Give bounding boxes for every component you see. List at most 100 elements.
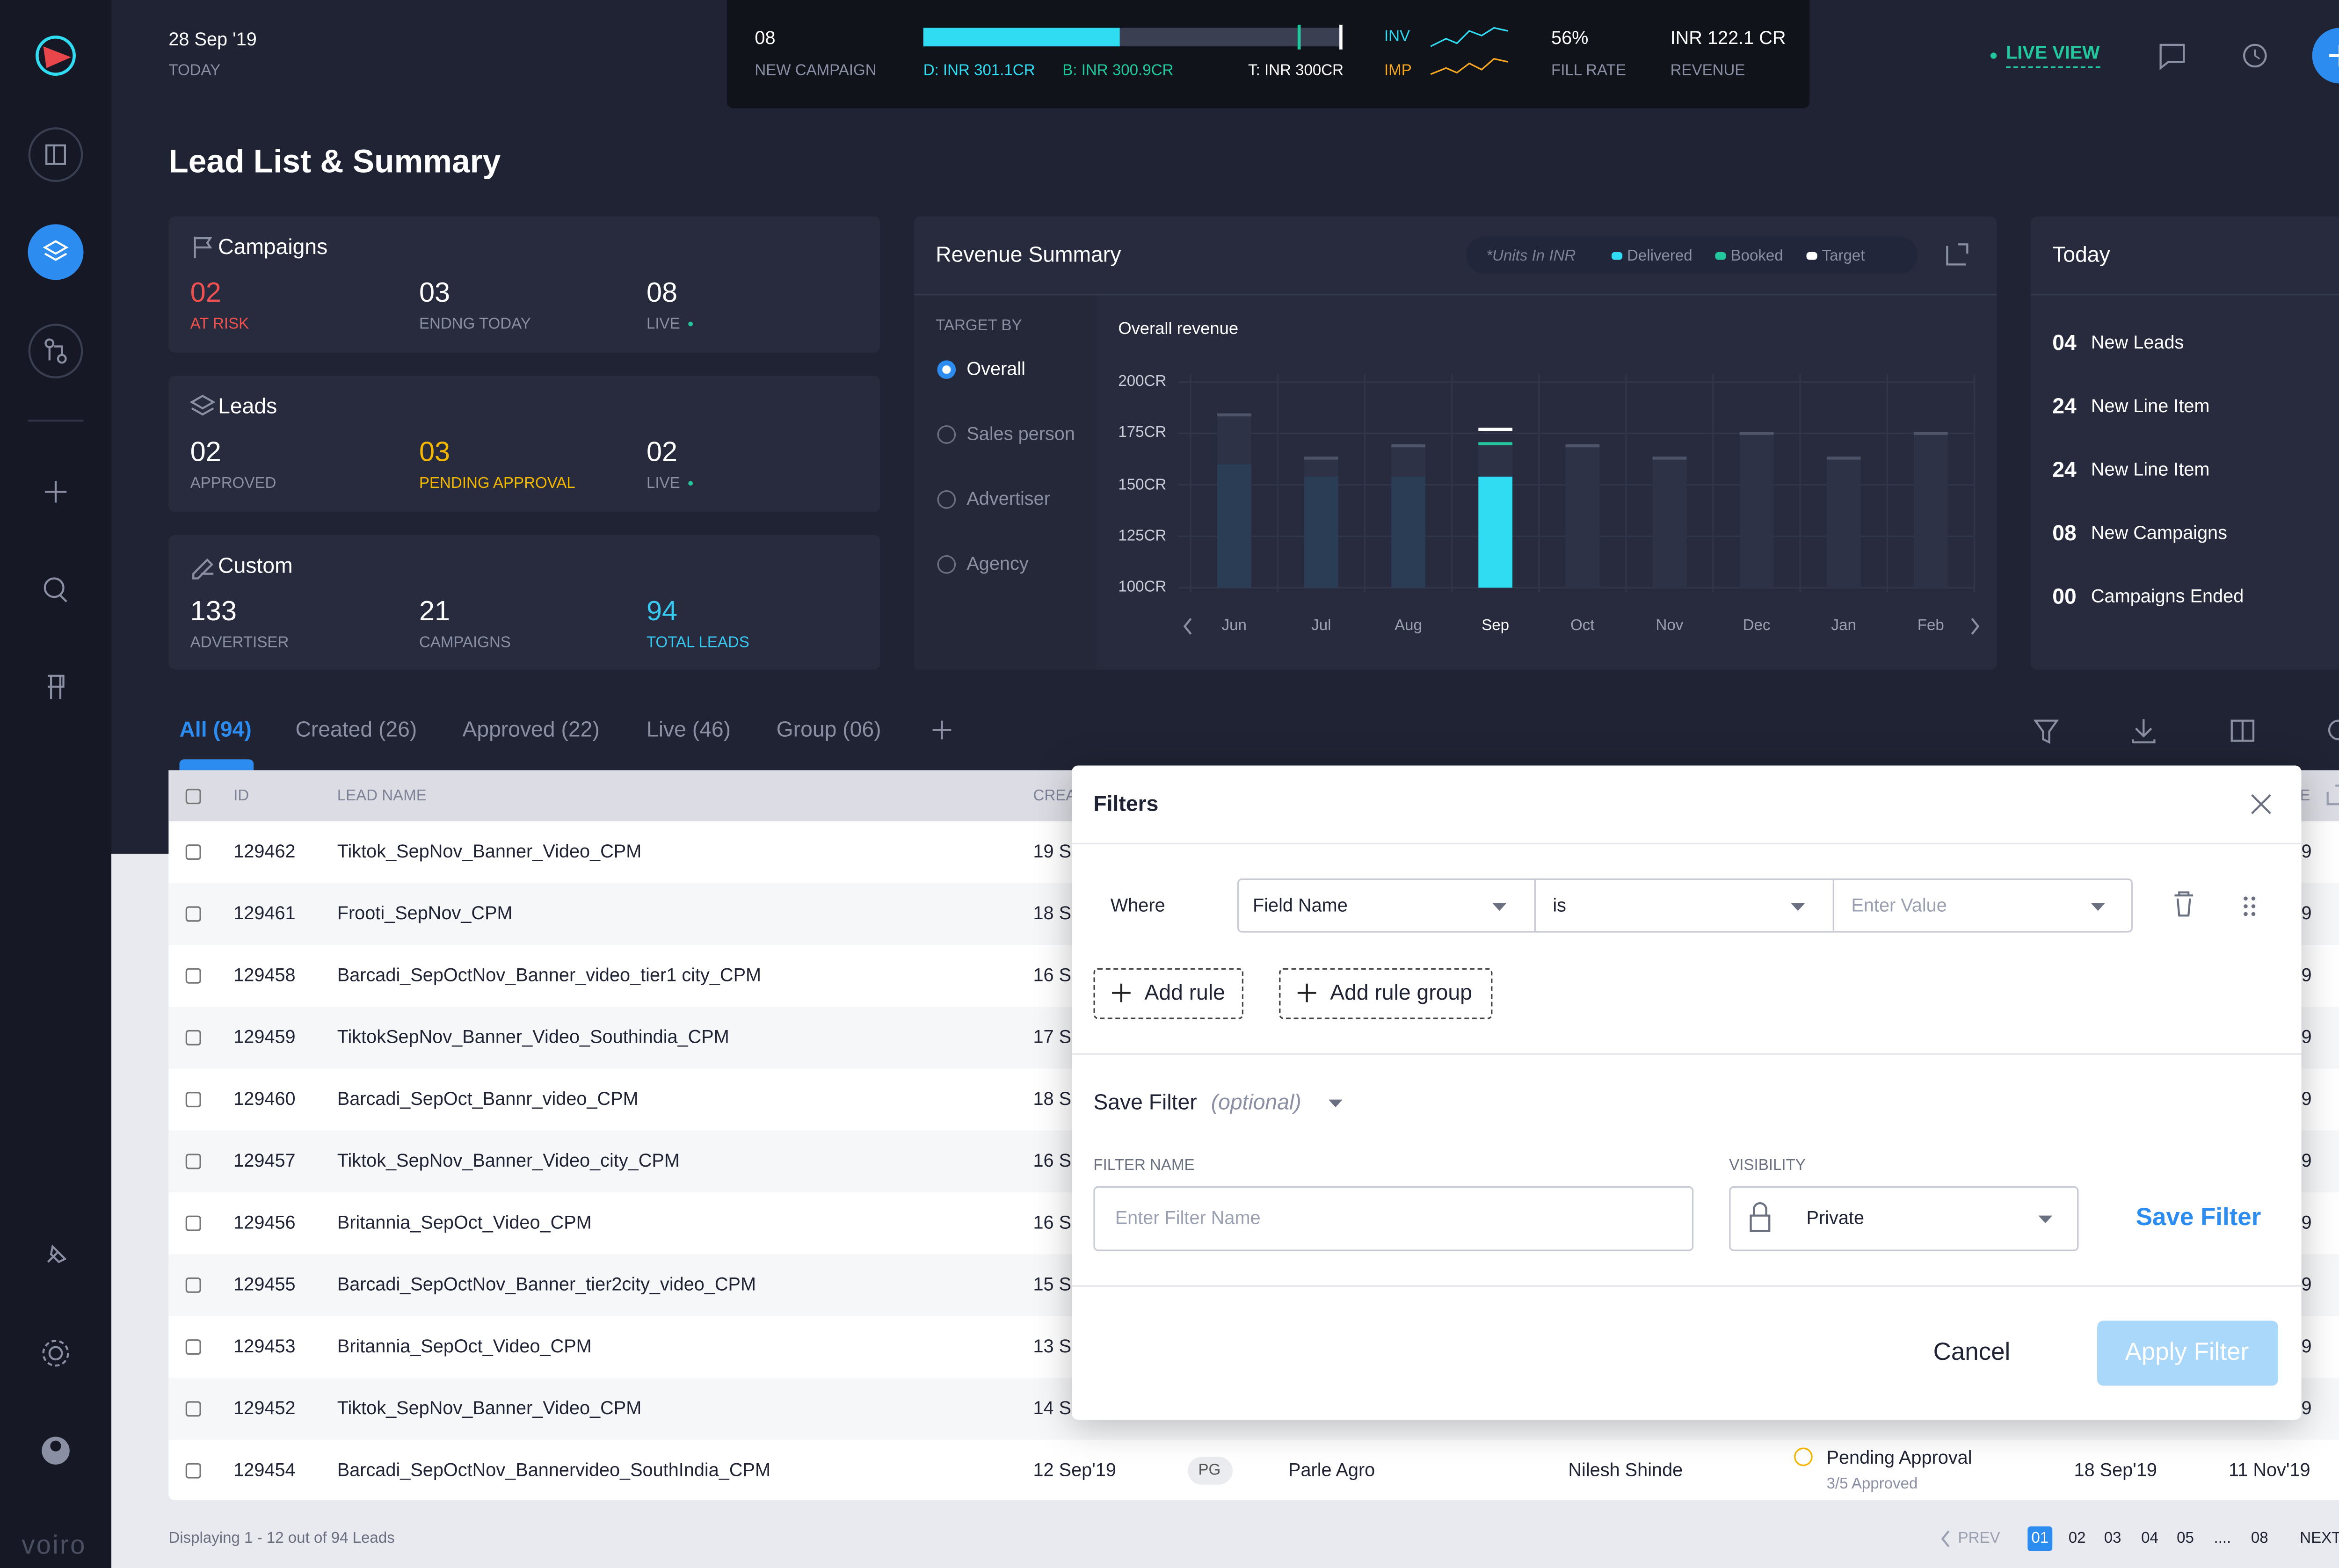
radio[interactable]	[937, 555, 956, 574]
checkbox[interactable]	[185, 1092, 201, 1108]
checkbox[interactable]	[185, 1030, 201, 1045]
prev[interactable]: PREV	[1958, 1530, 2000, 1547]
stat-label: AT RISK	[190, 316, 249, 334]
today-value: 08	[2052, 520, 2077, 545]
legend-swatch	[1715, 252, 1726, 260]
created-date: 16 S	[1033, 964, 1072, 986]
page[interactable]: 02	[2068, 1530, 2086, 1547]
target-panel	[914, 295, 1097, 670]
lead-name: Barcadi_SepOctNov_Banner_tier2city_video…	[337, 1273, 756, 1295]
where-label: Where	[1110, 894, 1165, 916]
delivered-bar	[1217, 464, 1251, 588]
stat-value: 02	[190, 277, 221, 308]
card-title: Today	[2052, 241, 2110, 267]
deal-type: PG	[1198, 1462, 1221, 1480]
status-note: 3/5 Approved	[1826, 1476, 1918, 1494]
date-label: TODAY	[168, 62, 221, 80]
created-date: 18 S	[1033, 1088, 1072, 1110]
page[interactable]: 08	[2251, 1530, 2268, 1547]
delivered-label: D: INR 301.1CR	[923, 62, 1035, 80]
divider	[1072, 842, 2302, 845]
page[interactable]: 03	[2104, 1530, 2121, 1547]
checkbox[interactable]	[185, 1401, 201, 1417]
modal-title: Filters	[1093, 791, 1159, 816]
stat-label: FILL RATE	[1551, 62, 1626, 80]
rule-select[interactable]	[1237, 878, 2133, 933]
page[interactable]: 05	[2177, 1530, 2194, 1547]
legend-swatch	[1806, 252, 1817, 260]
radio-label: Overall	[966, 358, 1026, 380]
column-header: ID	[233, 788, 249, 805]
checkbox[interactable]	[185, 906, 201, 922]
end-date: 9	[2301, 1026, 2312, 1048]
checkbox[interactable]	[185, 1277, 201, 1293]
filters-modal: Filters Where Field Name is Enter Value Add r…	[1072, 765, 2302, 1420]
checkbox[interactable]	[185, 1463, 201, 1479]
lead-name: Tiktok_SepNov_Banner_Video_city_CPM	[337, 1149, 680, 1172]
lead-name: Tiktok_SepNov_Banner_Video_CPM	[337, 840, 642, 862]
checkbox[interactable]	[185, 1339, 201, 1355]
checkbox[interactable]	[185, 968, 201, 984]
today-label: Campaigns Ended	[2091, 585, 2244, 607]
live-view-link[interactable]: LIVE VIEW	[2006, 42, 2100, 68]
tab[interactable]: Group (06)	[776, 716, 881, 741]
column-header: LEAD NAME	[337, 788, 427, 805]
x-tick-label: Nov	[1656, 617, 1684, 635]
today-label: New Line Item	[2091, 458, 2210, 480]
chart-title: Overall revenue	[1118, 320, 1239, 339]
created-date: 18 S	[1033, 902, 1072, 924]
add-rule-group-button[interactable]	[1279, 968, 1493, 1019]
stats-strip	[726, 0, 1810, 109]
page[interactable]: ....	[2214, 1530, 2231, 1547]
checkbox[interactable]	[185, 844, 201, 860]
legend-pill	[1466, 236, 1918, 274]
filter-name-placeholder: Enter Filter Name	[1115, 1207, 1261, 1229]
save-filter-button[interactable]: Save Filter	[2136, 1205, 2261, 1232]
lead-id: 129454	[233, 1459, 296, 1481]
end-date: 9	[2301, 1212, 2312, 1234]
tab[interactable]: Live (46)	[646, 716, 731, 741]
field-label: VISIBILITY	[1729, 1157, 1806, 1175]
tab[interactable]: Approved (22)	[462, 716, 600, 741]
radio[interactable]	[937, 360, 956, 379]
legend-label: Target	[1822, 248, 1865, 265]
lead-id: 129459	[233, 1026, 296, 1048]
stat-value: 21	[419, 595, 450, 627]
card-title: Custom	[218, 552, 293, 578]
stat-label: CAMPAIGNS	[419, 635, 511, 652]
lead-id: 129456	[233, 1212, 296, 1234]
page[interactable]: 01	[2031, 1530, 2049, 1547]
today-label: New Leads	[2091, 331, 2184, 354]
filter-name-input[interactable]	[1093, 1186, 1694, 1251]
card-title: Revenue Summary	[936, 241, 1121, 267]
y-tick-label: 175CR	[1118, 425, 1167, 442]
lead-name: Barcadi_SepOct_Bannr_video_CPM	[337, 1088, 639, 1110]
lead-name: Frooti_SepNov_CPM	[337, 902, 513, 924]
card-title: Campaigns	[218, 234, 328, 259]
page[interactable]: 04	[2141, 1530, 2158, 1547]
stat-label: NEW CAMPAIGN	[755, 62, 877, 80]
divider	[1832, 878, 1835, 933]
tab[interactable]: All (94)	[179, 716, 252, 741]
apply-label: Apply Filter	[2125, 1339, 2249, 1366]
lead-id: 129458	[233, 964, 296, 986]
today-value: 24	[2052, 393, 2077, 418]
checkbox[interactable]	[185, 1215, 201, 1231]
live-dot	[688, 321, 693, 327]
stat-label: LIVE	[646, 475, 680, 493]
apply-button[interactable]	[2097, 1321, 2278, 1386]
stat-value: 56%	[1551, 27, 1589, 49]
lead-name: Tiktok_SepNov_Banner_Video_CPM	[337, 1397, 642, 1419]
visibility-value: Private	[1806, 1207, 1865, 1229]
add-rule-button[interactable]	[1093, 968, 1244, 1019]
radio[interactable]	[937, 490, 956, 509]
checkbox[interactable]	[185, 1154, 201, 1169]
radio[interactable]	[937, 425, 956, 444]
checkbox[interactable]	[185, 789, 201, 805]
x-tick-label: Jun	[1221, 617, 1247, 635]
tab[interactable]: Created (26)	[295, 716, 417, 741]
end-date: 11 Nov'19	[2229, 1459, 2310, 1481]
cancel-button[interactable]: Cancel	[1933, 1339, 2011, 1366]
next[interactable]: NEXT	[2300, 1530, 2339, 1547]
visibility-select[interactable]	[1729, 1186, 2079, 1251]
